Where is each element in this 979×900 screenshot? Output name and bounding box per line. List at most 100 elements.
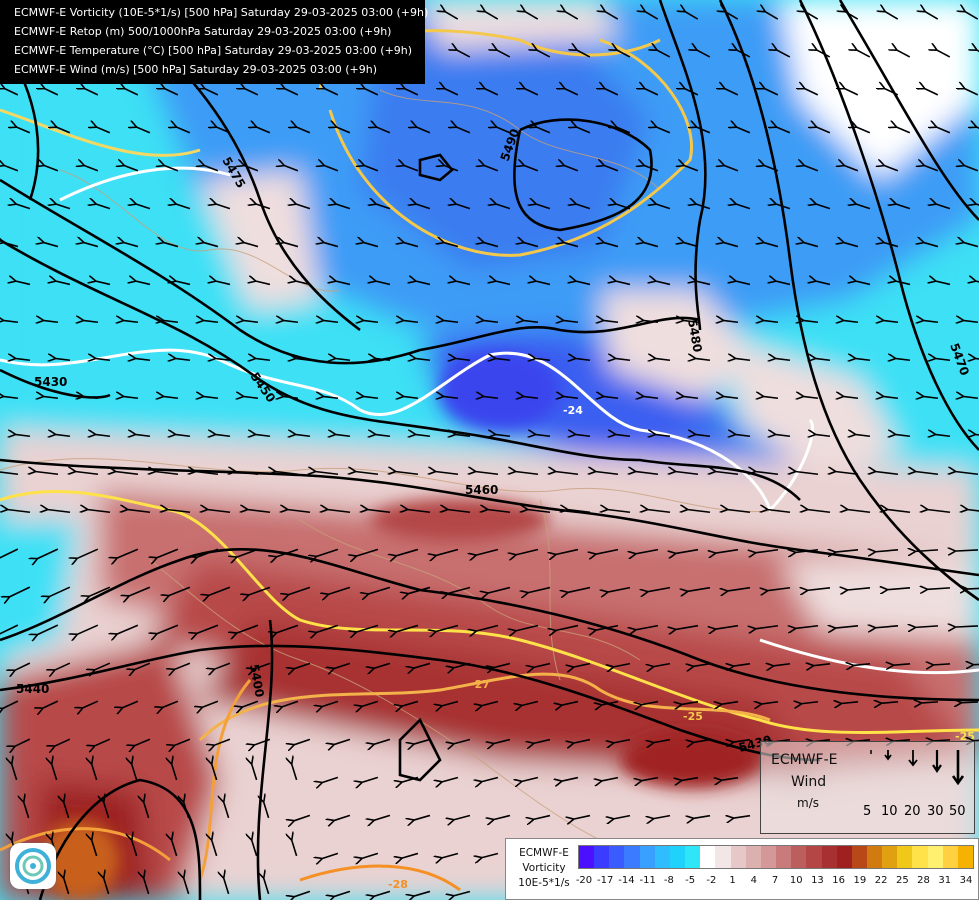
- wind-arrow: [253, 662, 271, 669]
- wind-arrow: [475, 548, 499, 556]
- wind-arrow: [163, 165, 179, 172]
- vorticity-tick-label: 7: [771, 875, 779, 886]
- wind-arrow: [474, 471, 499, 474]
- wind-arrow: [932, 664, 951, 665]
- wind-arrow: [162, 320, 179, 322]
- wind-arrow: [315, 548, 339, 557]
- wind-arrow: [283, 88, 299, 96]
- wind-arrow: [643, 165, 659, 172]
- wind-arrow: [634, 548, 659, 554]
- color-swatch: [897, 846, 913, 868]
- wind-arrow: [774, 281, 791, 286]
- wind-arrow: [242, 320, 259, 322]
- wind-arrow: [936, 49, 951, 58]
- wind-arrow: [854, 434, 871, 436]
- wind-arrow: [162, 396, 179, 398]
- wind-arrow: [395, 624, 419, 632]
- wind-arrow: [355, 548, 379, 556]
- wind-arrow: [415, 204, 431, 210]
- wind-arrow: [63, 877, 70, 895]
- wind-arrow: [134, 358, 151, 360]
- wind-arrow: [846, 509, 871, 512]
- wind-arrow: [454, 281, 471, 286]
- wind-arrow: [123, 88, 139, 96]
- title-vorticity: ECMWF-E Vorticity (10E-5*1/s) [500 hPa] …: [14, 6, 429, 19]
- wind-arrow: [166, 509, 191, 512]
- wind-arrow: [143, 801, 150, 819]
- wind-arrow: [0, 471, 19, 476]
- wind-arrow: [736, 49, 751, 58]
- wind-arrow: [453, 890, 471, 896]
- wind-arrow: [254, 281, 271, 286]
- wind-arrow: [373, 738, 391, 744]
- wind-arrow: [161, 700, 179, 708]
- wind-arrow: [456, 49, 471, 58]
- wind-arrow: [441, 776, 459, 782]
- color-swatch: [821, 846, 837, 868]
- title-retop: ECMWF-E Retop (m) 500/1000hPa Saturday 2…: [14, 25, 392, 38]
- wind-arrow: [294, 434, 311, 436]
- wind-arrow: [883, 242, 899, 248]
- wind-arrow: [173, 662, 191, 670]
- wind-arrow: [211, 763, 218, 781]
- wind-arrow: [367, 586, 391, 594]
- wind-arrow: [82, 320, 99, 322]
- wind-arrow: [126, 509, 151, 512]
- wind-arrow: [333, 662, 351, 669]
- wind-arrow: [732, 664, 751, 667]
- wind-arrows: [0, 11, 979, 897]
- wind-arrow: [441, 700, 459, 706]
- wind-arrow: [321, 700, 339, 707]
- wind-arrow: [395, 548, 419, 556]
- wind-arrow: [692, 738, 711, 743]
- wind-arrow: [696, 49, 711, 58]
- wind-arrow: [894, 434, 911, 436]
- wind-arrow: [735, 204, 751, 210]
- wind-arrow: [514, 471, 539, 474]
- wind-arrow: [447, 586, 471, 593]
- wind-arrow: [803, 165, 819, 172]
- wind-arrow: [14, 434, 31, 436]
- color-swatch: [866, 846, 883, 868]
- wind-arrow: [963, 88, 979, 96]
- isotherm-label: -24: [563, 404, 583, 417]
- wind-arrow: [322, 320, 339, 322]
- wind-arrow: [652, 814, 671, 819]
- wind-arrow: [575, 204, 591, 210]
- wind-arrow: [935, 204, 951, 210]
- wind-arrow: [76, 624, 99, 635]
- wind-arrow: [974, 281, 979, 285]
- wind-arrow: [255, 204, 271, 210]
- wind-arrow: [14, 358, 31, 360]
- wind-arrow: [855, 127, 871, 134]
- vorticity-tick-label: -8: [663, 875, 674, 886]
- wind-arrow: [243, 242, 259, 248]
- wind-arrow: [594, 471, 619, 474]
- wind-arrow: [523, 242, 539, 248]
- color-swatch: [730, 846, 746, 868]
- wind-speed-label: 20: [904, 804, 921, 819]
- wind-arrow: [81, 700, 99, 708]
- wind-arrow: [814, 434, 831, 436]
- wind-arrow: [487, 586, 511, 594]
- wind-arrow: [122, 396, 139, 398]
- wind-arrow: [842, 396, 859, 398]
- wind-arrow: [133, 662, 151, 670]
- wind-arrow: [646, 509, 671, 512]
- vorticity-hotspots: [40, 350, 760, 900]
- wind-arrow: [36, 548, 59, 559]
- wind-arrow: [361, 700, 379, 706]
- color-swatch: [776, 846, 792, 868]
- wind-arrow: [333, 890, 351, 897]
- wind-arrow: [0, 548, 19, 559]
- wind-arrow: [211, 839, 218, 857]
- wind-arrow: [174, 434, 191, 436]
- wind-arrow: [3, 165, 19, 172]
- wind-arrow: [532, 662, 551, 668]
- wind-arrow: [714, 548, 739, 554]
- wind-arrow: [614, 434, 631, 436]
- wind-arrow: [53, 662, 71, 671]
- wind-arrow: [615, 204, 631, 210]
- wind-arrow: [455, 127, 471, 134]
- wind-arrow: [806, 509, 831, 512]
